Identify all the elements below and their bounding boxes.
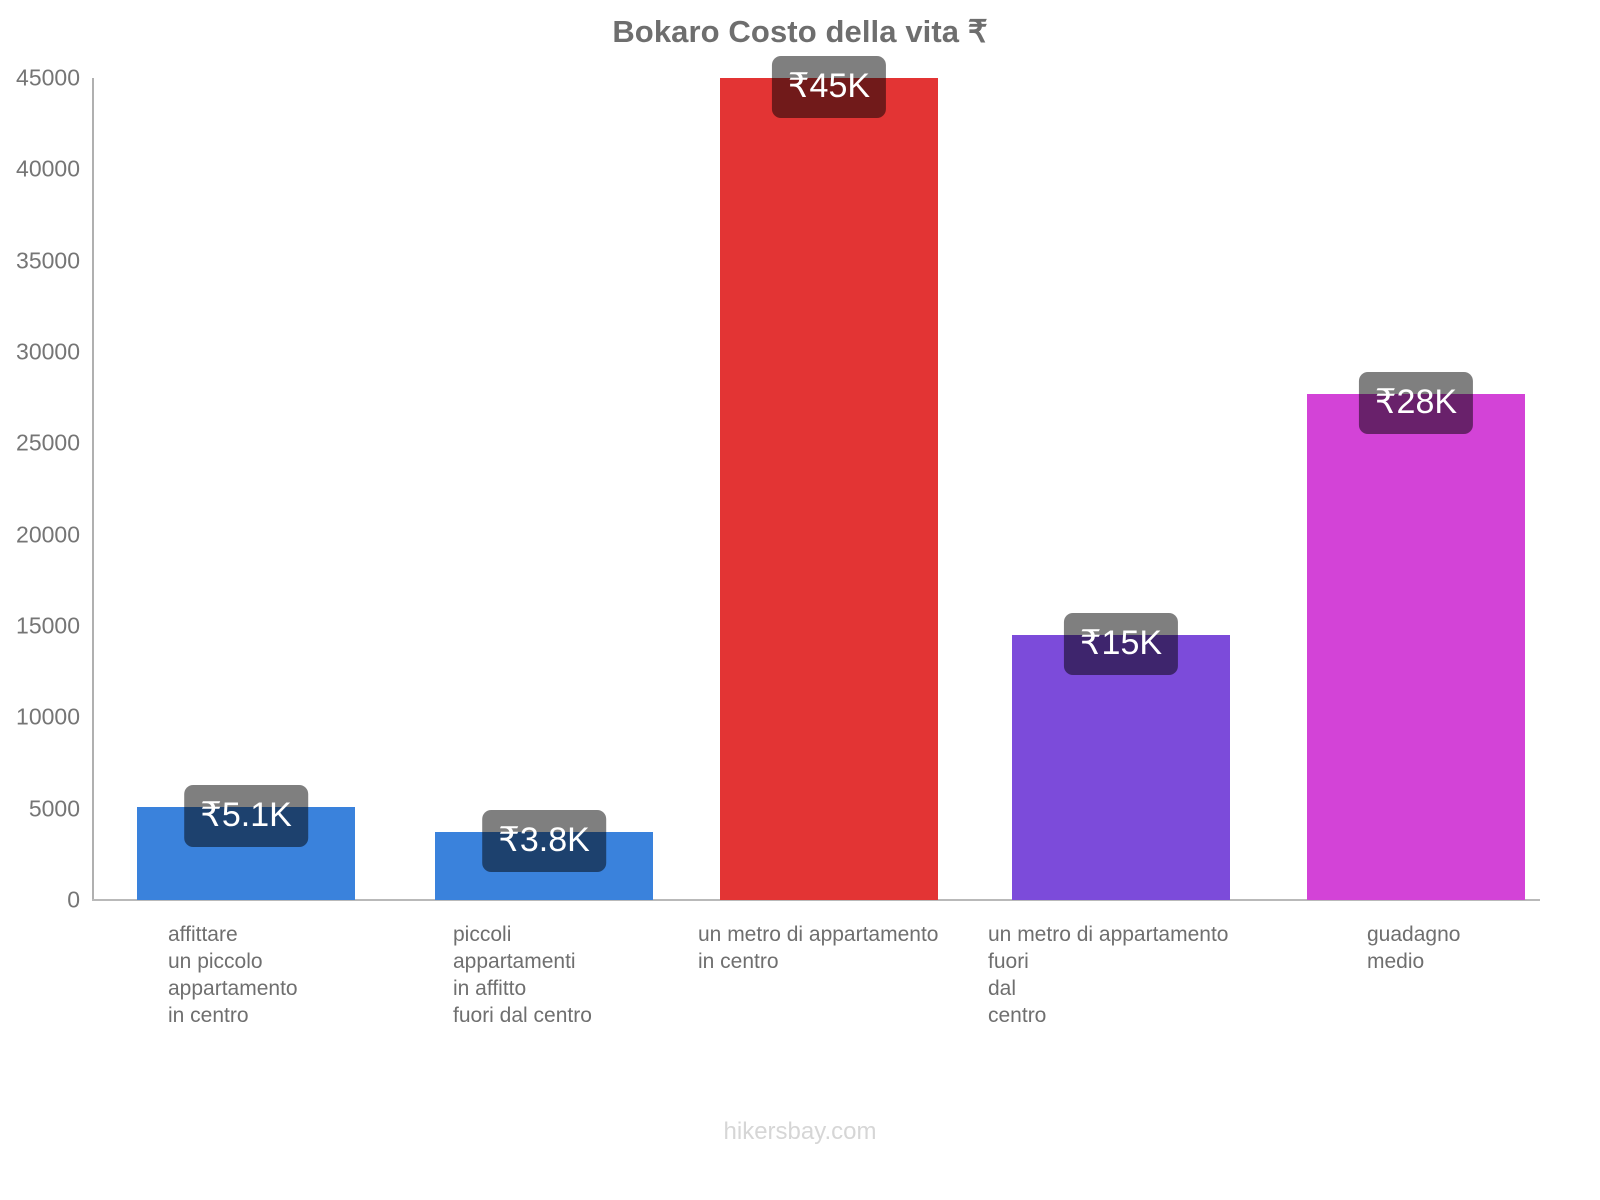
y-axis-tick-40000: 40000 [16,155,80,182]
y-axis-tick-20000: 20000 [16,521,80,548]
y-axis-tick-0: 0 [67,886,80,913]
y-axis-line [92,78,94,900]
value-label-1: ₹5.1K [184,784,308,847]
x-axis-label-2: piccoli appartamenti in affitto fuori da… [453,923,592,1027]
y-axis-tick-30000: 30000 [16,338,80,365]
y-axis-tick-35000: 35000 [16,247,80,274]
value-label-5: ₹28K [1358,372,1474,434]
bar-guadagno-medio[interactable] [1307,394,1525,900]
y-axis-tick-10000: 10000 [16,703,80,730]
y-axis-tick-45000: 45000 [16,64,80,91]
value-label-4: ₹15K [1063,613,1179,676]
footer-credit: hikersbay.com [723,1118,877,1145]
x-axis-label-5: guadagno medio [1367,923,1461,973]
value-label-3: ₹45K [771,56,887,118]
chart-title: Bokaro Costo della vita ₹ [612,14,988,49]
x-axis-line [92,899,1540,901]
bar-un-metro-di-appartamento-fuori-dal-centro[interactable] [1012,635,1230,900]
y-axis-tick-25000: 25000 [16,429,80,456]
x-axis-label-3: un metro di appartamento in centro [698,923,939,973]
bar-un-metro-di-appartamento-in-centro[interactable] [720,78,938,900]
y-axis-tick-5000: 5000 [28,795,80,822]
value-label-2: ₹3.8K [482,809,606,872]
y-axis-tick-15000: 15000 [16,612,80,639]
x-axis-label-1: affittare un piccolo appartamento in cen… [168,923,298,1027]
x-axis-label-4: un metro di appartamento fuori dal centr… [988,923,1229,1027]
